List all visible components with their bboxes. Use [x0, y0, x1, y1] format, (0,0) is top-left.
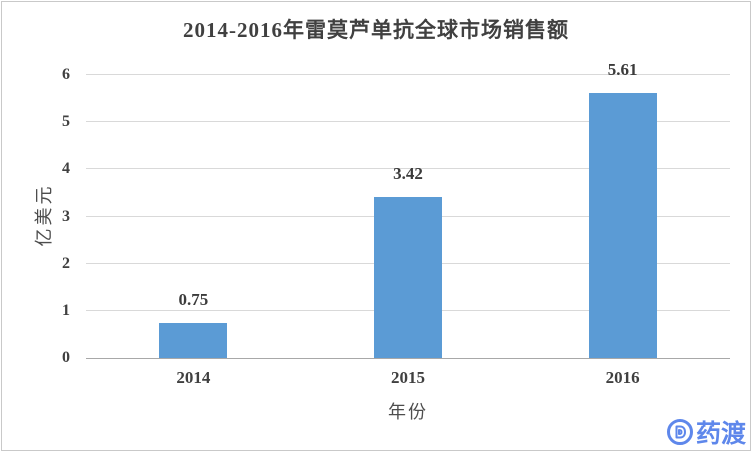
y-tick-label: 3: [62, 207, 70, 225]
bar-value-label: 3.42: [393, 163, 423, 183]
x-tick-label: 2015: [391, 368, 425, 387]
bar-2016: [588, 93, 657, 358]
gridline: [86, 74, 730, 75]
y-tick-label: 0: [62, 349, 70, 366]
y-axis-tick-labels: 0 1 2 3 4 5 6: [0, 66, 70, 366]
chart-title: 2014-2016年雷莫芦单抗全球市场销售额: [183, 18, 569, 42]
bar-value-label: 0.75: [178, 289, 209, 309]
x-tick-label: 2014: [176, 368, 211, 387]
x-axis-tick-labels: 2014 2015 2016: [86, 368, 730, 392]
bar-2014: [159, 322, 228, 358]
y-tick-label: 1: [62, 301, 70, 319]
gridline: [86, 121, 730, 123]
watermark: 药渡: [666, 414, 746, 450]
pharmacodia-d-logo-icon: [666, 419, 693, 445]
bar-2015: [374, 196, 442, 358]
plot-area: 0.75 3.42 5.61: [86, 60, 730, 359]
y-tick-label: 4: [62, 160, 70, 178]
y-tick-label: 6: [62, 66, 70, 83]
gridline: [86, 168, 730, 170]
watermark-brand-text: 药渡: [695, 420, 746, 448]
y-tick-label: 2: [62, 254, 70, 272]
y-tick-label: 5: [62, 113, 70, 131]
bar-value-label: 5.61: [607, 60, 638, 80]
x-axis-title: 年份: [388, 402, 428, 422]
x-tick-label: 2016: [605, 368, 640, 387]
